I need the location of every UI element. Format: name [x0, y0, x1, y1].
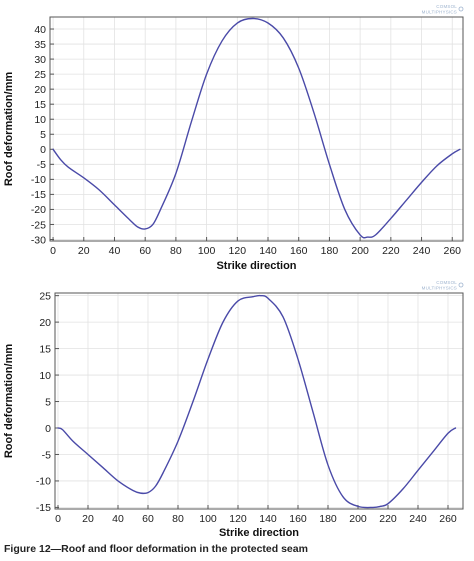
chart-1-y-tick-label: 5: [40, 129, 46, 141]
chart-2-x-tick-label: 60: [142, 513, 154, 525]
chart-2-y-tick-label: 15: [39, 343, 51, 355]
chart-1: 0 20 40 60 80 100 120 140 160 180 200 220 240 260-30-…: [3, 4, 464, 272]
chart-1-y-tick-label: -20: [31, 204, 46, 216]
chart-2-x-tick-label: 200: [349, 513, 367, 525]
chart-1-y-tick-label: -10: [31, 174, 46, 186]
chart-2-x-tick-label: 120: [229, 513, 247, 525]
chart-1-x-tick-label: 240: [413, 245, 431, 257]
chart-1-y-tick-label: 35: [34, 39, 46, 51]
chart-2-y-tick-label: 25: [39, 290, 51, 302]
chart-1-y-tick-label: -30: [31, 234, 46, 246]
chart-1-y-tick-label: 15: [34, 99, 46, 111]
chart-2-y-tick-label: -15: [36, 502, 51, 514]
chart-2-series-line: [57, 294, 457, 509]
chart-1-y-tick-label: -5: [37, 159, 46, 171]
chart-1-x-tick-label: 40: [109, 245, 121, 257]
chart-1-series-line: [52, 17, 461, 239]
chart-2-x-tick-label: 180: [319, 513, 337, 525]
chart-2-y-tick-label: 10: [39, 370, 51, 382]
chart-2-x-tick-label: 100: [199, 513, 217, 525]
chart-2-x-tick-label: 220: [379, 513, 397, 525]
chart-1-y-tick-label: 25: [34, 69, 46, 81]
chart-1-x-tick-label: 80: [170, 245, 182, 257]
chart-2-x-tick-label: 240: [409, 513, 427, 525]
figure-caption: Figure 12—Roof and floor deformation in …: [4, 543, 308, 555]
chart-1-y-tick-label: -15: [31, 189, 46, 201]
chart-1-x-tick-label: 100: [198, 245, 216, 257]
chart-1-y-tick-label: 30: [34, 54, 46, 66]
chart-1-x-tick-label: 260: [443, 245, 461, 257]
chart-2-x-tick-label: 40: [112, 513, 124, 525]
chart-2-x-tick-label: 260: [439, 513, 457, 525]
chart-1-y-tick-label: -25: [31, 219, 46, 231]
chart-2-y-tick-label: 20: [39, 317, 51, 329]
chart-2: 0 20 40 60 80 100 120 140 160 180 200 220 240 260-15-…: [3, 280, 464, 539]
chart-2-x-tick-label: 80: [172, 513, 184, 525]
watermark-text: MULTIPHYSICS: [422, 286, 457, 291]
chart-1-x-axis-title: Strike direction: [216, 260, 296, 272]
watermark-text: MULTIPHYSICS: [422, 10, 457, 15]
chart-1-x-tick-label: 60: [139, 245, 151, 257]
chart-1-y-tick-label: 10: [34, 114, 46, 126]
chart-1-x-tick-label: 160: [290, 245, 308, 257]
chart-1-x-tick-label: 180: [321, 245, 339, 257]
figure-canvas: 0 20 40 60 80 100 120 140 160 180 200 220 240 260-30-…: [3, 4, 464, 539]
chart-2-x-tick-label: 140: [259, 513, 277, 525]
chart-1-y-tick-label: 40: [34, 24, 46, 36]
watermark-text: COMSOL: [436, 280, 457, 285]
chart-2-y-tick-label: 5: [45, 396, 51, 408]
watermark-logo-icon: [458, 6, 464, 12]
chart-2-y-axis-title: Roof deformation/mm: [3, 344, 15, 458]
chart-1-x-tick-label: 20: [78, 245, 90, 257]
chart-2-x-axis-title: Strike direction: [219, 527, 299, 539]
chart-1-x-tick-label: 140: [259, 245, 277, 257]
watermark-text: COMSOL: [436, 4, 457, 9]
chart-1-y-axis-title: Roof deformation/mm: [3, 72, 15, 186]
chart-2-plot-frame: [54, 292, 464, 510]
chart-2-y-tick-label: -5: [42, 449, 51, 461]
chart-2-y-tick-label: 0: [45, 423, 51, 435]
chart-1-y-tick-label: 20: [34, 84, 46, 96]
chart-1-y-tick-label: 0: [40, 144, 46, 156]
chart-2-y-tick-label: -10: [36, 476, 51, 488]
watermark-logo-icon: [458, 282, 464, 288]
chart-1-x-tick-label: 220: [382, 245, 400, 257]
chart-1-x-tick-label: 0: [50, 245, 56, 257]
chart-2-x-tick-label: 160: [289, 513, 307, 525]
chart-2-x-tick-label: 20: [82, 513, 94, 525]
chart-1-x-tick-label: 120: [229, 245, 247, 257]
chart-1-plot-frame: [49, 16, 464, 242]
chart-2-x-tick-label: 0: [55, 513, 61, 525]
chart-1-x-tick-label: 200: [351, 245, 369, 257]
